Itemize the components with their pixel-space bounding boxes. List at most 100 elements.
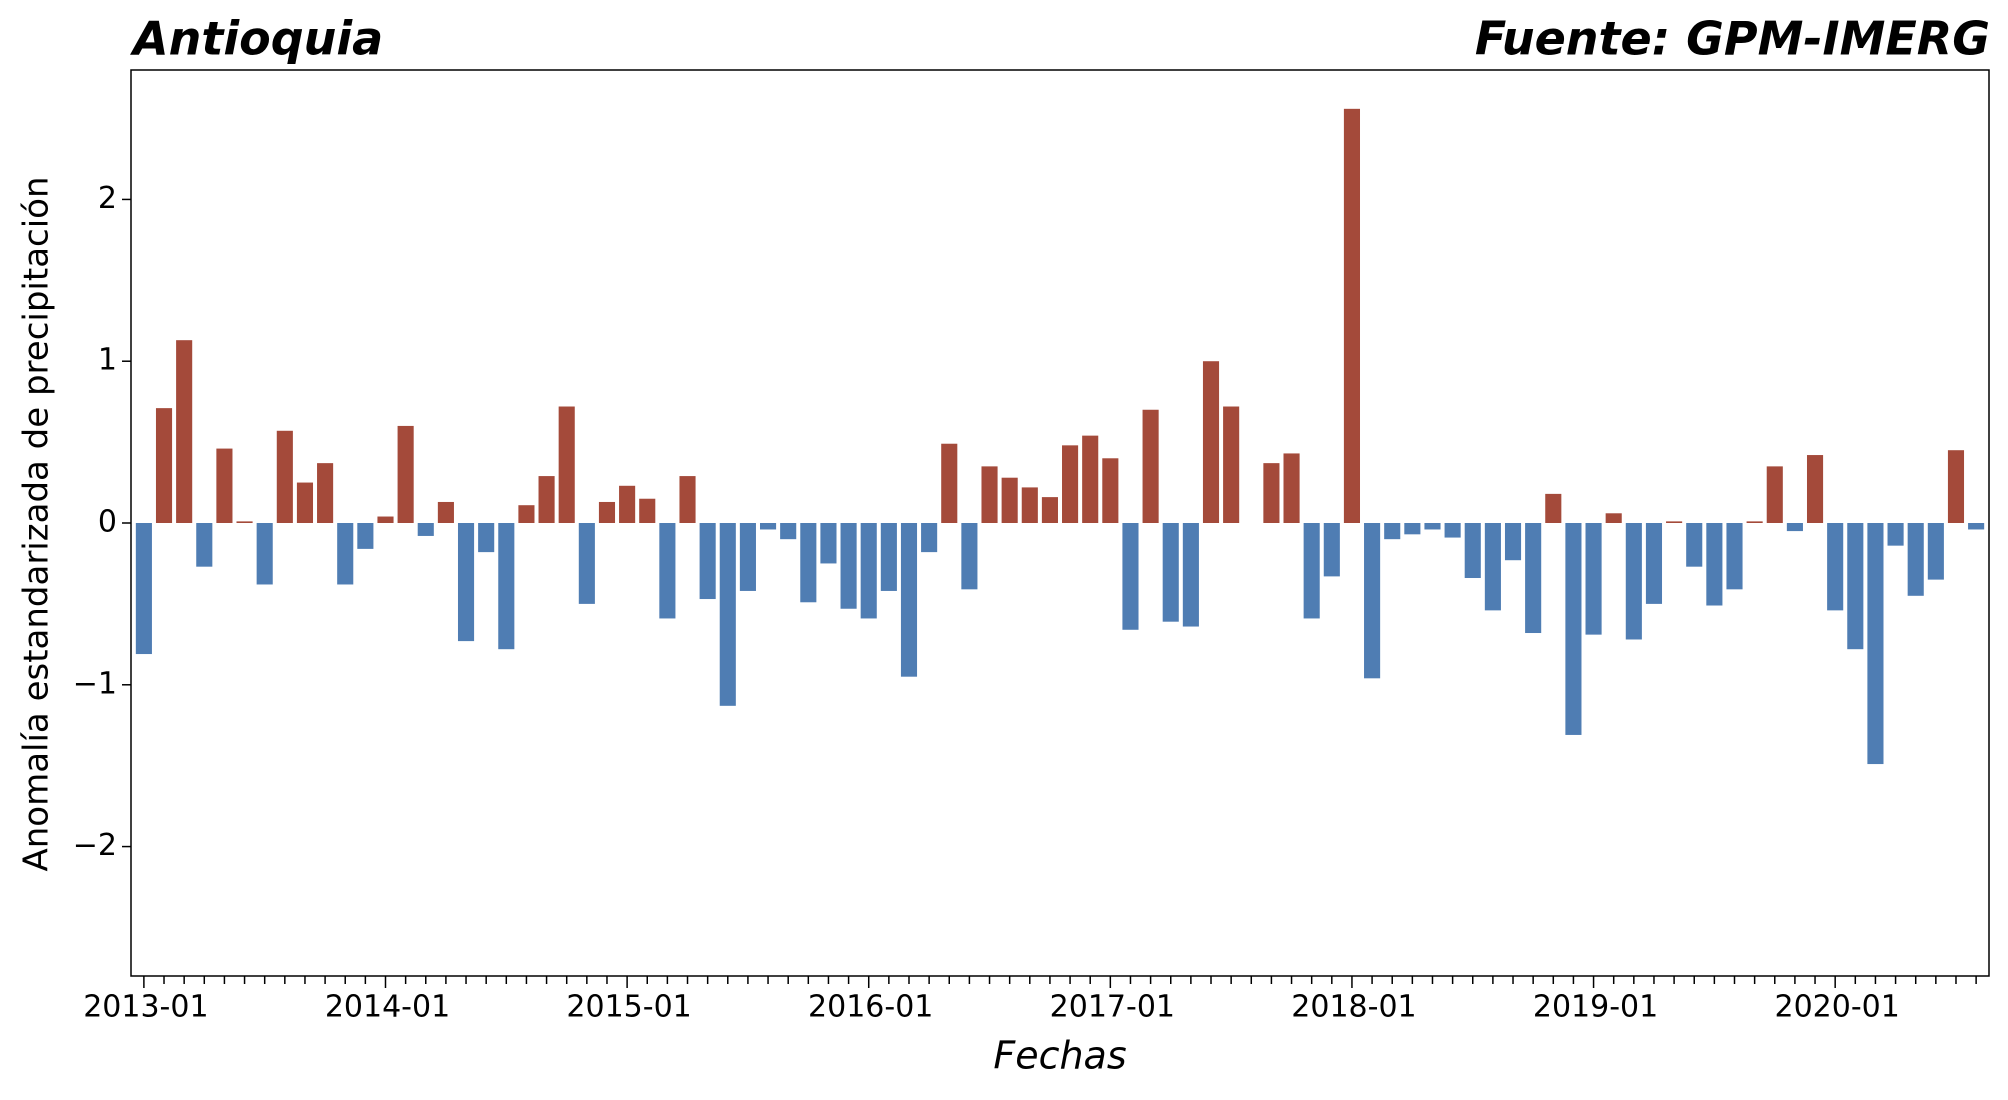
bar bbox=[1867, 523, 1884, 765]
bar bbox=[1001, 477, 1018, 523]
bar bbox=[276, 430, 293, 523]
bar bbox=[256, 523, 273, 585]
x-tick-label: 2020-01 bbox=[1774, 990, 1899, 1025]
bar bbox=[759, 523, 777, 530]
bar bbox=[558, 406, 575, 523]
bar bbox=[1625, 523, 1642, 640]
bar bbox=[1726, 523, 1743, 590]
bar bbox=[176, 340, 193, 523]
bar bbox=[236, 521, 253, 523]
bar bbox=[1122, 523, 1139, 630]
bar bbox=[155, 408, 173, 523]
bar bbox=[397, 425, 414, 523]
x-axis-label: Fechas bbox=[993, 1034, 1126, 1078]
bar bbox=[1565, 523, 1582, 735]
bar bbox=[1464, 523, 1481, 579]
bar bbox=[699, 523, 716, 600]
bar bbox=[860, 523, 877, 619]
y-tick-label: 2 bbox=[98, 181, 117, 216]
bar bbox=[518, 505, 535, 523]
bar bbox=[598, 501, 616, 523]
bar bbox=[639, 498, 656, 523]
bar bbox=[1283, 453, 1300, 523]
x-tick-label: 2013-01 bbox=[83, 990, 208, 1025]
bar bbox=[1605, 513, 1622, 523]
bar bbox=[719, 523, 736, 706]
bar bbox=[478, 523, 495, 553]
bar bbox=[780, 523, 797, 540]
bar bbox=[1404, 523, 1421, 535]
bar bbox=[961, 523, 978, 590]
bar bbox=[1102, 458, 1119, 523]
bar bbox=[1827, 523, 1844, 611]
bar bbox=[1968, 523, 1985, 530]
bar bbox=[1082, 435, 1099, 523]
bar bbox=[1021, 487, 1038, 523]
bar bbox=[1907, 523, 1924, 596]
y-tick-label: −2 bbox=[73, 828, 117, 863]
bar bbox=[981, 466, 998, 523]
bar bbox=[659, 523, 676, 619]
bar bbox=[1062, 445, 1079, 523]
bar bbox=[317, 463, 334, 523]
bar bbox=[1666, 521, 1683, 523]
bar bbox=[296, 482, 314, 523]
bar bbox=[1303, 523, 1320, 619]
x-tick-label: 2019-01 bbox=[1533, 990, 1658, 1025]
bar bbox=[1484, 523, 1501, 611]
x-tick-label: 2015-01 bbox=[566, 990, 691, 1025]
bar bbox=[135, 523, 152, 655]
bar bbox=[357, 523, 374, 549]
y-tick-label: −1 bbox=[73, 666, 117, 701]
bar bbox=[1364, 523, 1381, 679]
bar bbox=[1424, 523, 1441, 530]
bar bbox=[437, 501, 454, 523]
bar bbox=[538, 476, 555, 523]
bar bbox=[1706, 523, 1723, 606]
source: Fuente: GPM-IMERG bbox=[1475, 12, 1990, 66]
bar bbox=[1947, 450, 1965, 523]
bar bbox=[337, 523, 354, 585]
bar bbox=[1162, 523, 1179, 622]
bar bbox=[619, 485, 636, 523]
bar bbox=[739, 523, 756, 591]
bar bbox=[800, 523, 817, 603]
bar bbox=[1202, 361, 1220, 523]
bar bbox=[820, 523, 837, 564]
bar bbox=[1847, 523, 1864, 650]
bar bbox=[377, 516, 394, 523]
bar bbox=[1444, 523, 1461, 538]
bar bbox=[498, 523, 515, 650]
bar bbox=[1182, 523, 1199, 627]
bar bbox=[921, 523, 938, 553]
bar bbox=[880, 523, 897, 591]
bar bbox=[840, 523, 857, 609]
bar bbox=[1343, 108, 1361, 523]
y-tick-label: 1 bbox=[98, 343, 117, 378]
bar bbox=[457, 523, 475, 642]
bar bbox=[1504, 523, 1522, 561]
bar bbox=[900, 523, 918, 677]
bar bbox=[1263, 463, 1280, 523]
bar bbox=[1384, 523, 1401, 540]
bar bbox=[1806, 455, 1824, 523]
x-tick-label: 2014-01 bbox=[325, 990, 450, 1025]
bar bbox=[578, 523, 595, 604]
bar bbox=[1927, 523, 1944, 580]
chart-title: Antioquia bbox=[130, 12, 383, 66]
y-tick-label: 0 bbox=[98, 505, 117, 540]
bar bbox=[216, 448, 233, 523]
bar bbox=[1142, 409, 1159, 523]
bar bbox=[1686, 523, 1703, 567]
bar bbox=[1887, 523, 1904, 546]
x-tick-label: 2018-01 bbox=[1291, 990, 1416, 1025]
bar bbox=[1786, 523, 1803, 532]
x-tick-label: 2016-01 bbox=[808, 990, 933, 1025]
bar bbox=[1525, 523, 1542, 634]
y-axis-label: Anomalía estandarizada de precipitación bbox=[17, 176, 57, 871]
plot-frame bbox=[130, 69, 1990, 977]
bar bbox=[1223, 406, 1240, 523]
bar bbox=[1323, 523, 1340, 577]
bar bbox=[941, 443, 958, 523]
